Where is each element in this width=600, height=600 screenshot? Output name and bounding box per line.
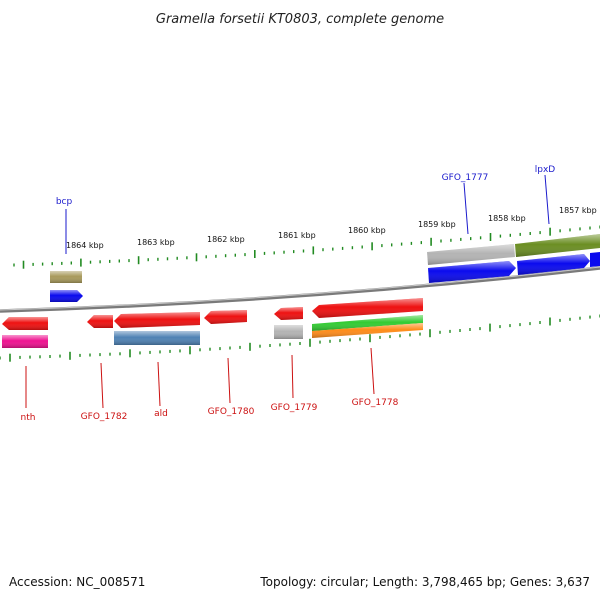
genome-title: Gramella forsetii KT0803, complete genom… <box>156 12 444 27</box>
lower-scale-ticks <box>0 314 600 362</box>
gene-label-nth[interactable]: nth <box>21 413 36 423</box>
label-leaders <box>25 174 550 409</box>
gene-label-gfo-1778[interactable]: GFO_1778 <box>352 398 399 408</box>
gene-label-gfo-1777[interactable]: GFO_1777 <box>442 173 489 183</box>
genome-summary-text: Topology: circular; Length: 3,798,465 bp… <box>259 575 590 589</box>
forward-strand-features <box>50 234 600 302</box>
upper-scale-ticks <box>13 225 600 269</box>
gene-label-gfo-1782[interactable]: GFO_1782 <box>81 412 128 422</box>
scale-label-1863: 1863 kbp <box>137 238 175 247</box>
scale-label-1857: 1857 kbp <box>559 206 597 215</box>
reverse-strand-features <box>2 298 423 348</box>
scale-label-1858: 1858 kbp <box>488 214 526 223</box>
gene-next-blue[interactable] <box>590 252 600 267</box>
accession-text: Accession: NC_008571 <box>9 575 145 589</box>
scale-label-1860: 1860 kbp <box>348 226 386 235</box>
scale-label-1861: 1861 kbp <box>278 231 316 240</box>
scale-label-1859: 1859 kbp <box>418 220 456 229</box>
gene-label-lpxD[interactable]: lpxD <box>535 165 556 175</box>
scale-label-1862: 1862 kbp <box>207 235 245 244</box>
genome-backbone <box>0 266 600 313</box>
scale-labels: 1864 kbp 1863 kbp 1862 kbp 1861 kbp 1860… <box>66 206 597 250</box>
gene-label-gfo-1780[interactable]: GFO_1780 <box>208 407 255 417</box>
scale-label-1864: 1864 kbp <box>66 241 104 250</box>
gene-labels: bcp GFO_1777 lpxD nth GFO_1782 ald GFO_1… <box>21 165 556 423</box>
gene-label-ald[interactable]: ald <box>154 409 168 419</box>
gene-label-gfo-1779[interactable]: GFO_1779 <box>271 403 318 413</box>
gene-label-bcp[interactable]: bcp <box>56 197 73 207</box>
